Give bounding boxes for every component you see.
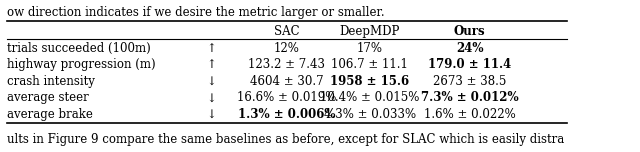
Text: 7.3% ± 0.012%: 7.3% ± 0.012% [421, 92, 518, 104]
Text: ↑: ↑ [207, 58, 217, 71]
Text: ow direction indicates if we desire the metric larger or smaller.: ow direction indicates if we desire the … [7, 6, 385, 19]
Text: ↑: ↑ [207, 42, 217, 55]
Text: 2673 ± 38.5: 2673 ± 38.5 [433, 75, 506, 88]
Text: 4604 ± 30.7: 4604 ± 30.7 [250, 75, 324, 88]
Text: 123.2 ± 7.43: 123.2 ± 7.43 [248, 58, 325, 71]
Text: 1.3% ± 0.006%: 1.3% ± 0.006% [238, 108, 335, 121]
Text: highway progression (m): highway progression (m) [7, 58, 156, 71]
Text: 16.6% ± 0.019%: 16.6% ± 0.019% [237, 92, 337, 104]
Text: crash intensity: crash intensity [7, 75, 95, 88]
Text: DeepMDP: DeepMDP [339, 25, 400, 38]
Text: 12%: 12% [274, 42, 300, 55]
Text: ults in Figure 9 compare the same baselines as before, except for SLAC which is : ults in Figure 9 compare the same baseli… [7, 133, 564, 146]
Text: trials succeeded (100m): trials succeeded (100m) [7, 42, 151, 55]
Text: SAC: SAC [274, 25, 300, 38]
Text: 24%: 24% [456, 42, 483, 55]
Text: 179.0 ± 11.4: 179.0 ± 11.4 [428, 58, 511, 71]
Text: 1.6% ± 0.022%: 1.6% ± 0.022% [424, 108, 515, 121]
Text: 106.7 ± 11.1: 106.7 ± 11.1 [332, 58, 408, 71]
Text: Ours: Ours [454, 25, 485, 38]
Text: ↓: ↓ [207, 108, 217, 121]
Text: ↓: ↓ [207, 75, 217, 88]
Text: 4.3% ± 0.033%: 4.3% ± 0.033% [324, 108, 416, 121]
Text: 1958 ± 15.6: 1958 ± 15.6 [330, 75, 409, 88]
Text: average steer: average steer [7, 92, 89, 104]
Text: ↓: ↓ [207, 92, 217, 104]
Text: 10.4% ± 0.015%: 10.4% ± 0.015% [320, 92, 419, 104]
Text: average brake: average brake [7, 108, 93, 121]
Text: 17%: 17% [356, 42, 383, 55]
